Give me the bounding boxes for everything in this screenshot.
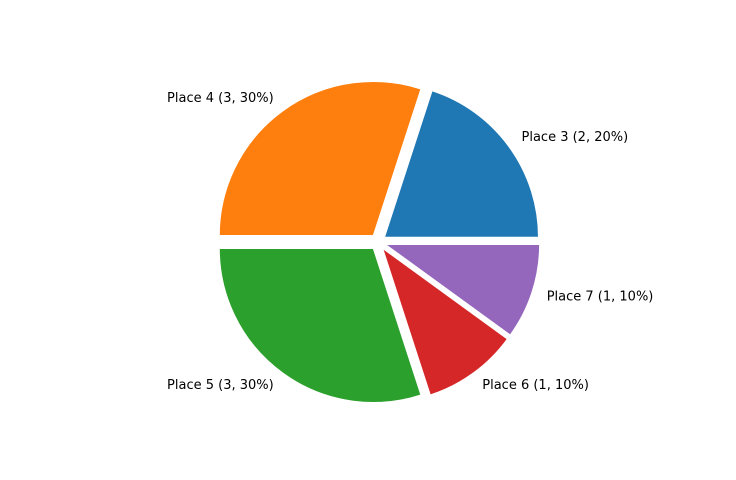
pie-slice-label-5: Place 7 (1, 10%) <box>547 289 654 304</box>
pie-slices <box>218 81 541 403</box>
pie-slice-label-1: Place 3 (2, 20%) <box>522 130 629 145</box>
pie-labels: Place 3 (2, 20%) Place 4 (3, 30%) Place 5 … <box>167 91 653 393</box>
pie-slice-label-4: Place 6 (1, 10%) <box>482 378 589 393</box>
pie-slice-2 <box>218 81 422 237</box>
pie-slice-label-2: Place 4 (3, 30%) <box>167 91 274 106</box>
pie-slice-label-3: Place 5 (3, 30%) <box>167 378 274 393</box>
pie-slice-4 <box>381 247 508 396</box>
pie-slice-5 <box>384 243 541 336</box>
pie-slice-1 <box>383 90 539 238</box>
pie-slice-3 <box>218 247 422 403</box>
